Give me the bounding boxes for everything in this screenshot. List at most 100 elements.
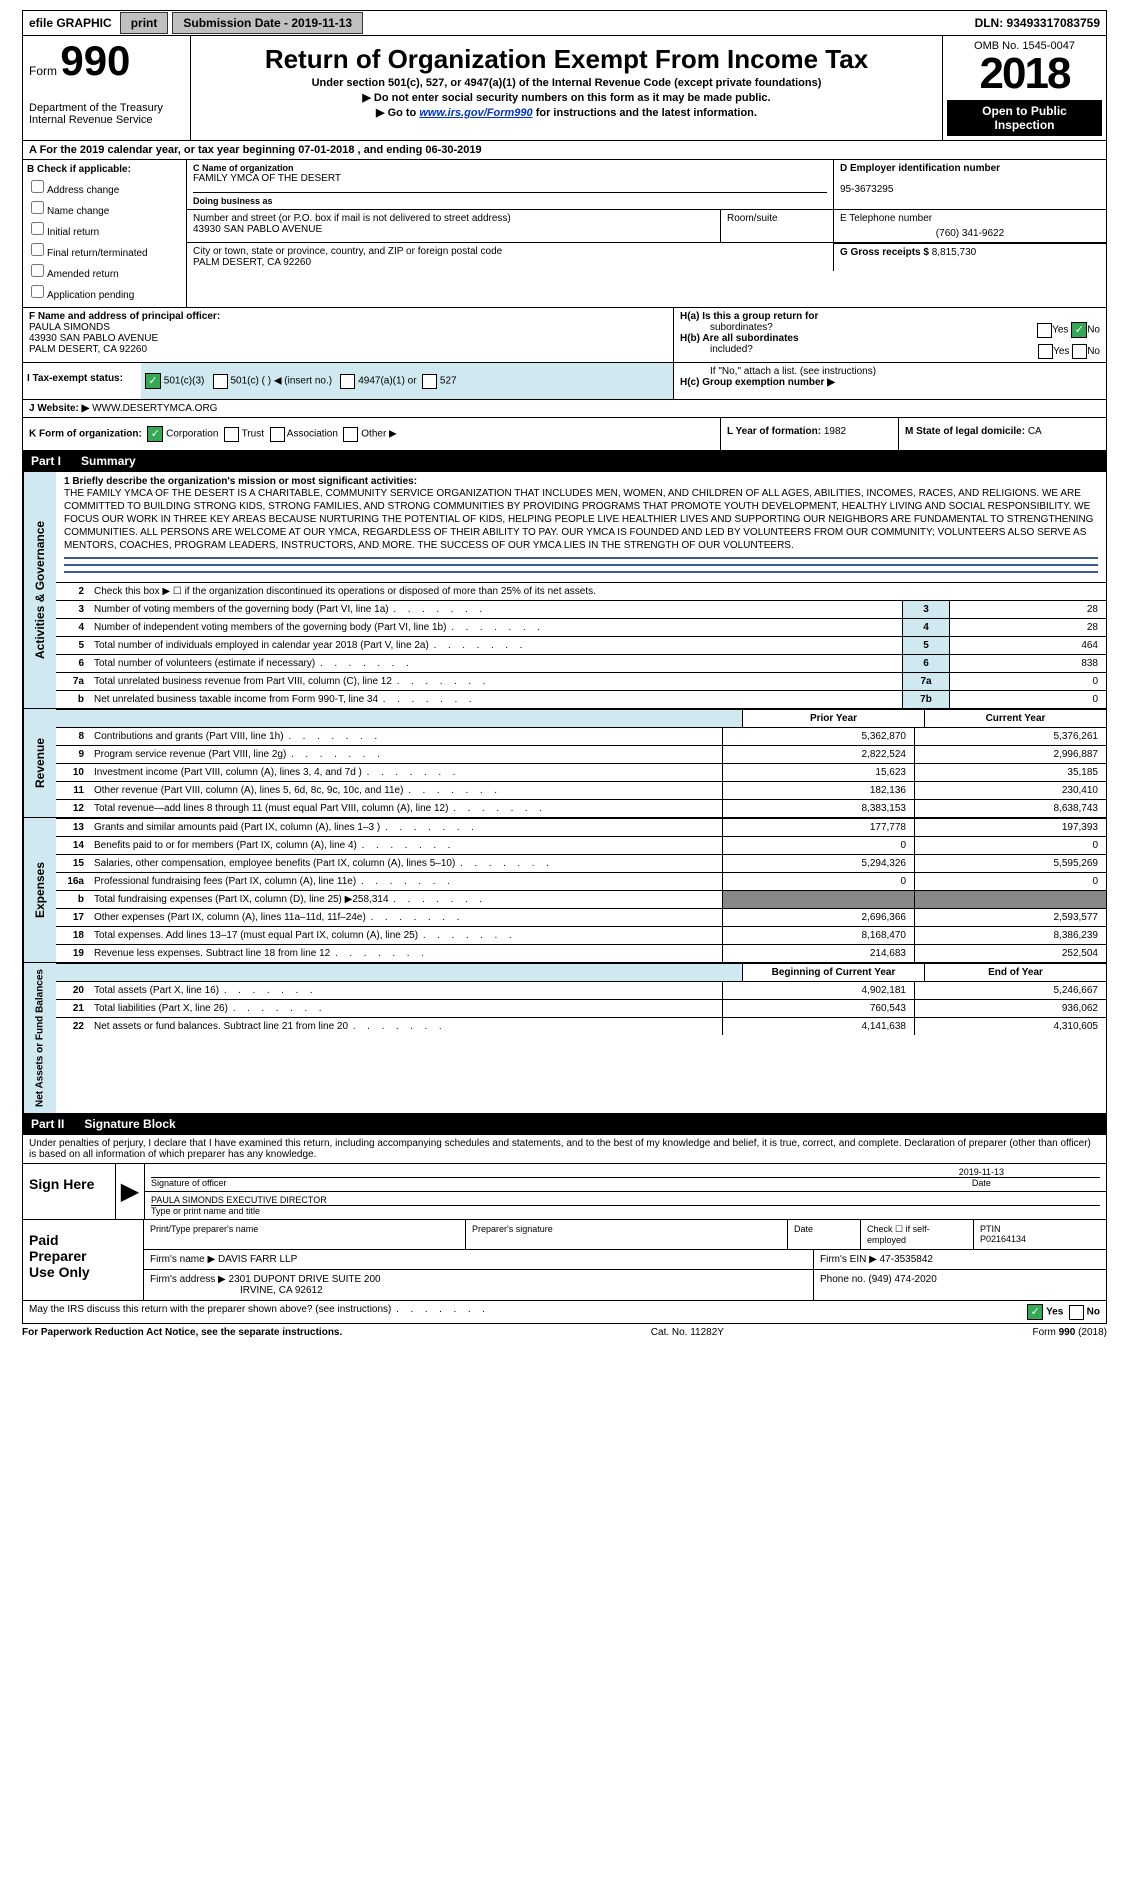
period-b: , and ending 06-30-2019	[358, 144, 482, 156]
officer-label: F Name and address of principal officer:	[29, 311, 667, 322]
city-value: PALM DESERT, CA 92260	[193, 257, 827, 268]
l-label: L Year of formation:	[727, 426, 821, 437]
check-4947[interactable]	[340, 374, 355, 389]
firm-addr-label: Firm's address ▶	[150, 1274, 226, 1285]
officer-name: PAULA SIMONDS	[29, 322, 667, 333]
governance-row: 7a Total unrelated business revenue from…	[56, 672, 1106, 690]
data-row: 14 Benefits paid to or for members (Part…	[56, 836, 1106, 854]
side-expenses: Expenses	[23, 818, 56, 962]
sign-date: 2019-11-13	[863, 1167, 1100, 1177]
underline-3	[64, 571, 1098, 573]
part-2-header: Part II Signature Block	[22, 1114, 1107, 1135]
addr-label: Number and street (or P.O. box if mail i…	[193, 213, 714, 224]
check-final-return[interactable]	[31, 243, 44, 256]
data-row: 20 Total assets (Part X, line 16) 4,902,…	[56, 981, 1106, 999]
part-1-header: Part I Summary	[22, 451, 1107, 472]
gross-receipts-value: 8,815,730	[932, 247, 977, 258]
data-row: 17 Other expenses (Part IX, column (A), …	[56, 908, 1106, 926]
ein-value: 95-3673295	[840, 174, 1100, 195]
discuss-no-check[interactable]	[1069, 1305, 1084, 1320]
data-row: b Total fundraising expenses (Part IX, c…	[56, 890, 1106, 908]
firm-addr1: 2301 DUPONT DRIVE SUITE 200	[229, 1274, 381, 1285]
governance-row: 4 Number of independent voting members o…	[56, 618, 1106, 636]
section-b-label: B Check if applicable:	[27, 164, 182, 175]
check-application-pending[interactable]	[31, 285, 44, 298]
ha-label: H(a) Is this a group return for	[680, 311, 818, 322]
ptin-label: PTIN	[980, 1224, 1100, 1234]
tax-exempt-label: I Tax-exempt status:	[23, 363, 141, 399]
website-url: WWW.DESERTYMCA.ORG	[92, 403, 217, 414]
check-527[interactable]	[422, 374, 437, 389]
preparer-selfemployed: Check ☐ if self-employed	[861, 1220, 974, 1249]
ha2-label: subordinates?	[680, 322, 773, 333]
preparer-date-label: Date	[788, 1220, 861, 1249]
data-row: 13 Grants and similar amounts paid (Part…	[56, 818, 1106, 836]
hc-label: H(c) Group exemption number ▶	[680, 377, 1100, 388]
dba-label: Doing business as	[193, 192, 827, 206]
tax-period-row: A For the 2019 calendar year, or tax yea…	[22, 141, 1107, 160]
underline-2	[64, 564, 1098, 566]
gross-receipts-label: G Gross receipts $	[840, 247, 929, 258]
footer-right: Form 990 (2018)	[1033, 1327, 1108, 1338]
check-association[interactable]	[270, 427, 285, 442]
goto-suffix: for instructions and the latest informat…	[533, 107, 757, 119]
data-row: 12 Total revenue—add lines 8 through 11 …	[56, 799, 1106, 817]
underline-1	[64, 557, 1098, 559]
hb3-text: If "No," attach a list. (see instruction…	[680, 366, 1100, 377]
form-title: Return of Organization Exempt From Incom…	[197, 44, 936, 75]
data-row: 15 Salaries, other compensation, employe…	[56, 854, 1106, 872]
hb-no-check[interactable]	[1072, 344, 1087, 359]
check-trust[interactable]	[224, 427, 239, 442]
header-current-year: Current Year	[924, 710, 1106, 727]
data-row: 16a Professional fundraising fees (Part …	[56, 872, 1106, 890]
governance-row: 6 Total number of volunteers (estimate i…	[56, 654, 1106, 672]
data-row: 22 Net assets or fund balances. Subtract…	[56, 1017, 1106, 1035]
paid-preparer-label: Paid Preparer Use Only	[23, 1220, 144, 1300]
check-501c3[interactable]: ✓	[145, 373, 161, 389]
preparer-name-label: Print/Type preparer's name	[144, 1220, 466, 1249]
subtitle-2: ▶ Do not enter social security numbers o…	[197, 91, 936, 104]
line-2-desc: Check this box ▶ ☐ if the organization d…	[90, 583, 1106, 600]
footer-left: For Paperwork Reduction Act Notice, see …	[22, 1327, 342, 1338]
irs-link[interactable]: www.irs.gov/Form990	[419, 107, 532, 119]
data-row: 21 Total liabilities (Part X, line 26) 7…	[56, 999, 1106, 1017]
check-amended[interactable]	[31, 264, 44, 277]
name-label: Type or print name and title	[151, 1205, 1100, 1216]
side-revenue: Revenue	[23, 709, 56, 817]
print-button[interactable]: print	[120, 12, 169, 34]
officer-addr2: PALM DESERT, CA 92260	[29, 344, 667, 355]
efile-label: efile GRAPHIC	[23, 16, 118, 30]
check-initial-return[interactable]	[31, 222, 44, 235]
discuss-yes-check[interactable]: ✓	[1027, 1304, 1043, 1320]
side-governance: Activities & Governance	[23, 472, 56, 708]
firm-phone: (949) 474-2020	[868, 1274, 936, 1285]
header-beginning-year: Beginning of Current Year	[742, 964, 924, 981]
check-corporation[interactable]: ✓	[147, 426, 163, 442]
side-netassets: Net Assets or Fund Balances	[23, 963, 56, 1113]
submission-date-button[interactable]: Submission Date - 2019-11-13	[172, 12, 363, 34]
penalties-text: Under penalties of perjury, I declare th…	[22, 1135, 1107, 1164]
officer-printed-name: PAULA SIMONDS EXECUTIVE DIRECTOR	[151, 1195, 1100, 1205]
firm-phone-label: Phone no.	[820, 1274, 866, 1285]
check-501c[interactable]	[213, 374, 228, 389]
check-name-change[interactable]	[31, 201, 44, 214]
subtitle-1: Under section 501(c), 527, or 4947(a)(1)…	[197, 77, 936, 89]
officer-addr1: 43930 SAN PABLO AVENUE	[29, 333, 667, 344]
check-address-change[interactable]	[31, 180, 44, 193]
check-other[interactable]	[343, 427, 358, 442]
org-name-label: C Name of organization	[193, 163, 827, 173]
sign-here-label: Sign Here	[23, 1164, 116, 1219]
ha-no-check[interactable]: ✓	[1071, 322, 1087, 338]
ha-yes-check[interactable]	[1037, 323, 1052, 338]
date-label: Date	[863, 1177, 1100, 1188]
phone-label: E Telephone number	[840, 213, 1100, 224]
dln-label: DLN: 93493317083759	[969, 16, 1106, 30]
footer-mid: Cat. No. 11282Y	[651, 1327, 724, 1338]
form-header: Form 990 Department of the Treasury Inte…	[22, 36, 1107, 141]
m-label: M State of legal domicile:	[905, 426, 1025, 437]
street-address: 43930 SAN PABLO AVENUE	[193, 224, 714, 235]
hb-yes-check[interactable]	[1038, 344, 1053, 359]
hb-label: H(b) Are all subordinates	[680, 333, 799, 344]
suite-label: Room/suite	[727, 213, 827, 224]
data-row: 9 Program service revenue (Part VIII, li…	[56, 745, 1106, 763]
